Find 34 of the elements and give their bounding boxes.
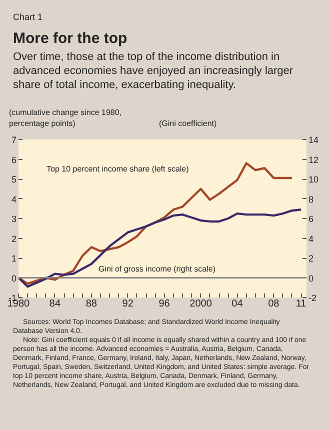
x-tick-label: 2000 [190,298,212,310]
y2-tick-label: 12 [308,154,319,164]
line-series [18,162,294,285]
x-tick-label: 88 [86,298,98,310]
y2-tick-label: 2 [308,253,314,264]
y2-tick-label: 14 [308,134,319,145]
chart-subtitle: Over time, those at the top of the income distribution in advanced economies have enjoyed an increasingly larger share of total income, exacerbating inequality. [13,51,294,93]
x-tick-label: 11 [296,298,307,310]
x-tick-label: 92 [122,298,134,310]
y2-tick-label: 0 [308,273,314,283]
y2-tick-label: 10 [308,174,319,184]
y-tick-label: 1 [11,253,17,264]
series-label: Gini of gross income (right scale) [98,264,216,274]
caption: Chart 1 [13,11,44,24]
x-tick-label: 96 [158,298,170,310]
y2-tick-label: 6 [308,214,314,224]
text: Top 10 percent income share (left scale) [46,164,190,174]
chart-title: More for the top [13,28,128,49]
y2-tick-label: 4 [308,234,314,244]
line-series [18,208,302,288]
x-tick-label: 84 [49,298,61,310]
y2-axis-title: (Gini coefficient) [159,118,217,130]
y2-tick-label: 8 [308,194,314,204]
y-tick-label: 4 [11,194,17,204]
x-tick-label: 08 [268,298,280,310]
y-tick-label: 0 [11,273,17,283]
y-axis-title: (cumulative change since 1980, percentage points) [9,106,123,130]
y-tick-label: 6 [11,154,17,164]
y-tick-label: 3 [11,214,17,224]
y-tick-label: 2 [11,234,17,244]
x-tick-label: 04 [232,298,244,310]
y2-tick-label: -2 [308,292,317,303]
y-tick-label: 5 [11,174,17,184]
y-tick-label: 7 [11,134,17,145]
